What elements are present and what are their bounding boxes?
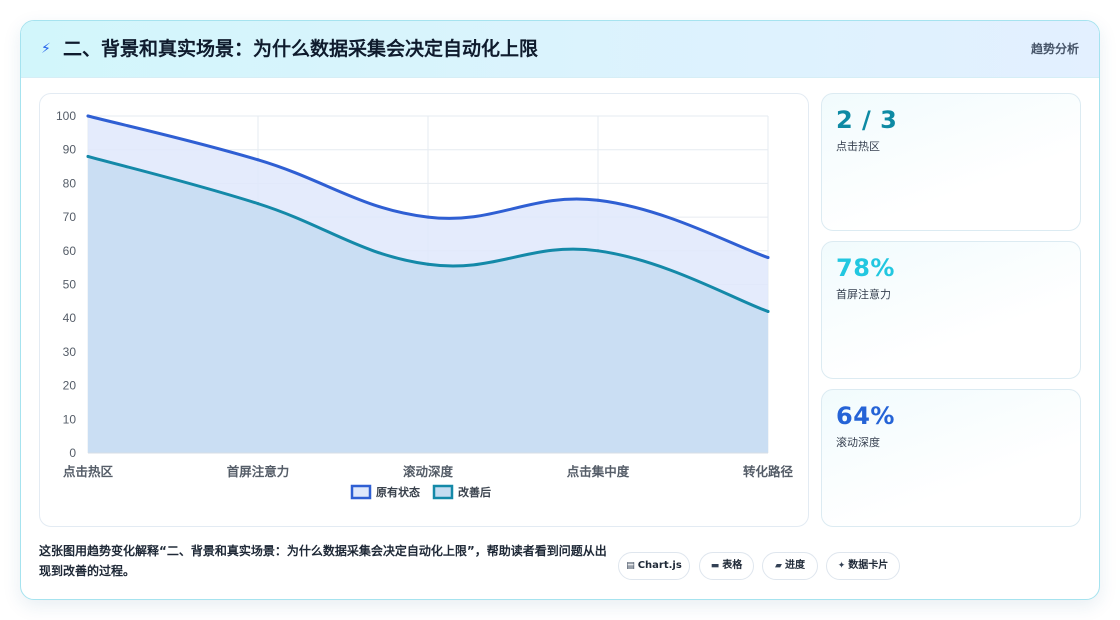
chart-icon: ▤ [626,561,635,571]
y-tick-label: 0 [69,446,76,460]
data-point [426,262,430,266]
trend-card: ⚡ 二、背景和真实场景：为什么数据采集会决定自动化上限 趋势分析 0 10 20 30… [20,20,1100,600]
chip-chartjs[interactable]: ▤ Chart.js [618,552,690,580]
legend-swatch [432,484,454,500]
data-point [766,256,770,260]
chip-label: 数据卡片 [848,560,889,571]
stat-value: 78% [836,254,895,282]
x-tick-label: 首屏注意力 [227,464,290,479]
x-tick-label: 转化路径 [743,464,794,479]
y-tick-label: 100 [56,109,76,123]
chip-progress[interactable]: ▰ 进度 [762,552,818,580]
data-point [596,249,600,253]
legend-label: 改善后 [458,485,491,499]
card-header: ⚡ 二、背景和真实场景：为什么数据采集会决定自动化上限 趋势分析 [21,21,1099,78]
chip-table[interactable]: ▬ 表格 [699,552,754,580]
stat-label: 首屏注意力 [836,288,891,301]
y-tick-label: 70 [63,210,77,224]
y-tick-label: 40 [63,311,77,325]
sparkle-icon: ✦ [837,561,846,571]
y-tick-label: 30 [63,345,77,359]
stat-label: 滚动深度 [836,436,880,449]
y-tick-label: 90 [63,143,77,157]
card-title: 二、背景和真实场景：为什么数据采集会决定自动化上限 [63,38,539,60]
x-tick-label: 滚动深度 [403,464,454,479]
x-tick-label: 点击热区 [63,464,114,479]
stat-card-first-screen-attention: 78% 首屏注意力 [821,241,1081,379]
stat-value: 2 / 3 [836,106,898,134]
chip-label: 进度 [784,560,805,571]
y-tick-label: 50 [63,278,77,292]
chip-label: 表格 [722,560,743,571]
data-point [256,202,260,206]
y-tick-label: 10 [63,412,77,426]
line-chart: 0 10 20 30 40 50 60 70 80 90 100 点击热区 首屏注意力 滚动深度 点击集中度… [56,109,794,500]
data-point [426,215,430,219]
trend-analysis-tag: 趋势分析 [1030,42,1079,56]
stat-card-scroll-depth: 64% 滚动深度 [821,389,1081,527]
legend-swatch [350,484,372,500]
chip-data-card[interactable]: ✦ 数据卡片 [826,552,900,580]
table-icon: ▬ [710,561,720,571]
lightning-icon: ⚡ [41,41,51,57]
legend-label: 原有状态 [376,485,420,499]
y-tick-label: 60 [63,244,77,258]
y-tick-label: 80 [63,176,77,190]
x-tick-label: 点击集中度 [567,464,630,479]
data-point [256,158,260,162]
stat-label: 点击热区 [836,140,880,153]
data-point [86,154,90,158]
y-tick-label: 20 [63,379,77,393]
series-area-1 [88,156,768,453]
data-point [596,198,600,202]
data-point [766,309,770,313]
data-point [86,114,90,118]
chart-description: 这张图用趋势变化解释“二、背景和真实场景：为什么数据采集会决定自动化上限”，帮助… [39,544,607,578]
stat-card-click-hotspot: 2 / 3 点击热区 [821,93,1081,231]
chart-panel: 0 10 20 30 40 50 60 70 80 90 100 点击热区 首屏注意力 滚动深度 点击集中度… [39,93,809,527]
chip-label: Chart.js [637,560,682,571]
stat-value: 64% [836,402,895,430]
progress-icon: ▰ [775,561,782,571]
